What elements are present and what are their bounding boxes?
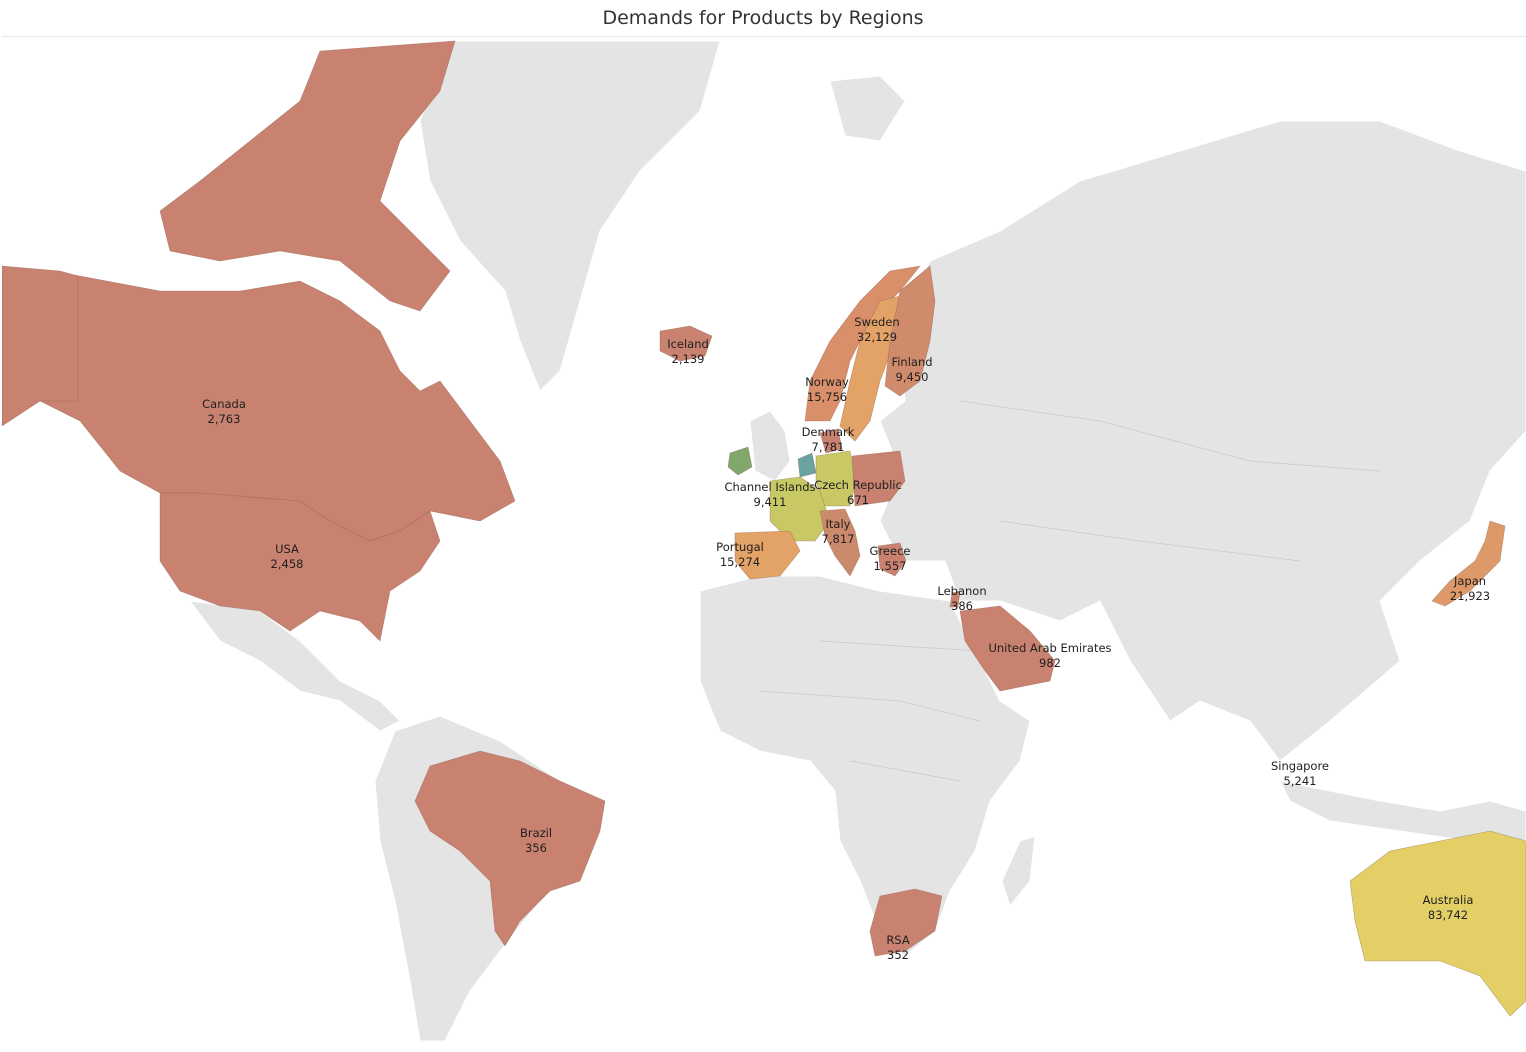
world-map[interactable] [2, 37, 1526, 1052]
border-lines [759, 400, 1381, 782]
region-portugal[interactable] [734, 530, 801, 580]
region-usa[interactable] [159, 492, 441, 642]
land-eurasia [879, 120, 1526, 762]
region-ireland[interactable] [727, 446, 753, 476]
region-australia[interactable] [1349, 830, 1526, 1017]
region-canada-arctic[interactable] [159, 40, 456, 312]
region-greece[interactable] [877, 542, 907, 577]
region-uae[interactable] [959, 605, 1056, 692]
land-uk [749, 410, 791, 482]
region-italy[interactable] [819, 508, 861, 577]
region-denmark[interactable] [819, 428, 843, 454]
region-finland[interactable] [884, 265, 936, 397]
land-madagascar [1001, 835, 1036, 908]
region-iceland[interactable] [659, 325, 713, 362]
land-mexico [188, 600, 401, 732]
region-lebanon[interactable] [949, 590, 961, 608]
land-greenland [419, 40, 721, 392]
region-rsa[interactable] [869, 888, 943, 957]
land-svalbard [829, 75, 906, 142]
region-czech[interactable] [851, 450, 906, 507]
region-brazil[interactable] [414, 750, 606, 947]
region-usa-alaska[interactable] [2, 265, 79, 427]
land-africa [699, 575, 1031, 957]
region-japan[interactable] [1431, 520, 1506, 607]
map-view[interactable]: Canada 2,763 USA 2,458 Brazil 356 Iceland 2,139… [2, 36, 1526, 1052]
region-germany[interactable] [815, 450, 857, 507]
region-netherlands[interactable] [797, 452, 817, 478]
land-indonesia [1279, 780, 1526, 842]
highlighted-countries [2, 40, 1526, 1017]
region-norway[interactable] [804, 265, 921, 422]
region-channel[interactable] [769, 476, 831, 542]
region-canada[interactable] [2, 265, 516, 542]
map-title: Demands for Products by Regions [602, 7, 924, 29]
